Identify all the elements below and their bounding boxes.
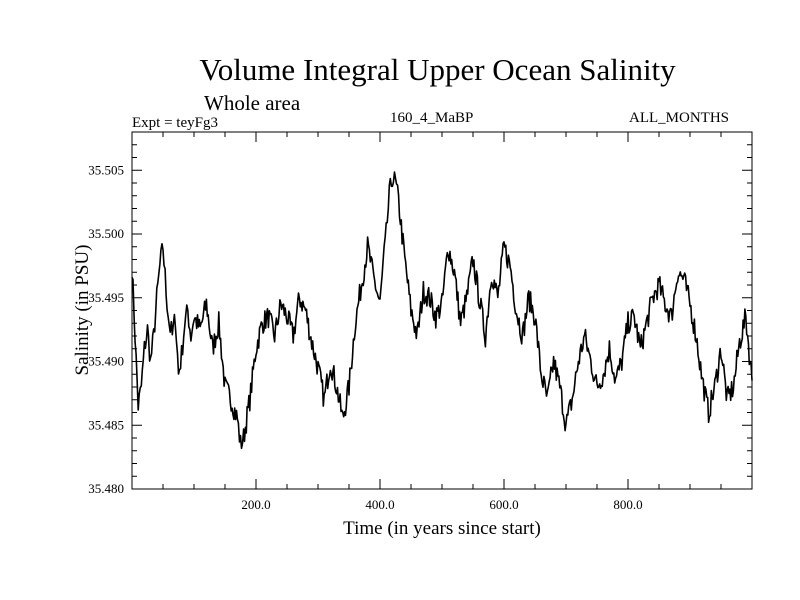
salinity-series-line <box>131 171 753 450</box>
plot-frame <box>131 131 753 490</box>
y-tick-label: 35.480 <box>88 481 124 496</box>
x-tick-label: 800.0 <box>613 497 642 512</box>
x-axis-label: Time (in years since start) <box>343 518 541 539</box>
chart-title: Volume Integral Upper Ocean Salinity <box>199 52 676 87</box>
months-label: ALL_MONTHS <box>629 110 729 126</box>
x-tick-label: 400.0 <box>365 497 394 512</box>
y-tick-label: 35.485 <box>88 417 124 432</box>
y-tick-label: 35.490 <box>88 354 124 369</box>
y-tick-label: 35.500 <box>88 226 124 241</box>
run-label: 160_4_MaBP <box>390 110 474 126</box>
ticks-group: 200.0 400.0 600.0 800.0 35.480 35.485 35.490 35… <box>88 132 752 512</box>
x-tick-label: 600.0 <box>489 497 518 512</box>
chart-subtitle: Whole area <box>204 91 301 115</box>
x-tick-label: 200.0 <box>241 497 270 512</box>
experiment-label: Expt = teyFg3 <box>132 115 218 131</box>
y-tick-label: 35.495 <box>88 290 124 305</box>
y-tick-label: 35.505 <box>88 162 124 177</box>
